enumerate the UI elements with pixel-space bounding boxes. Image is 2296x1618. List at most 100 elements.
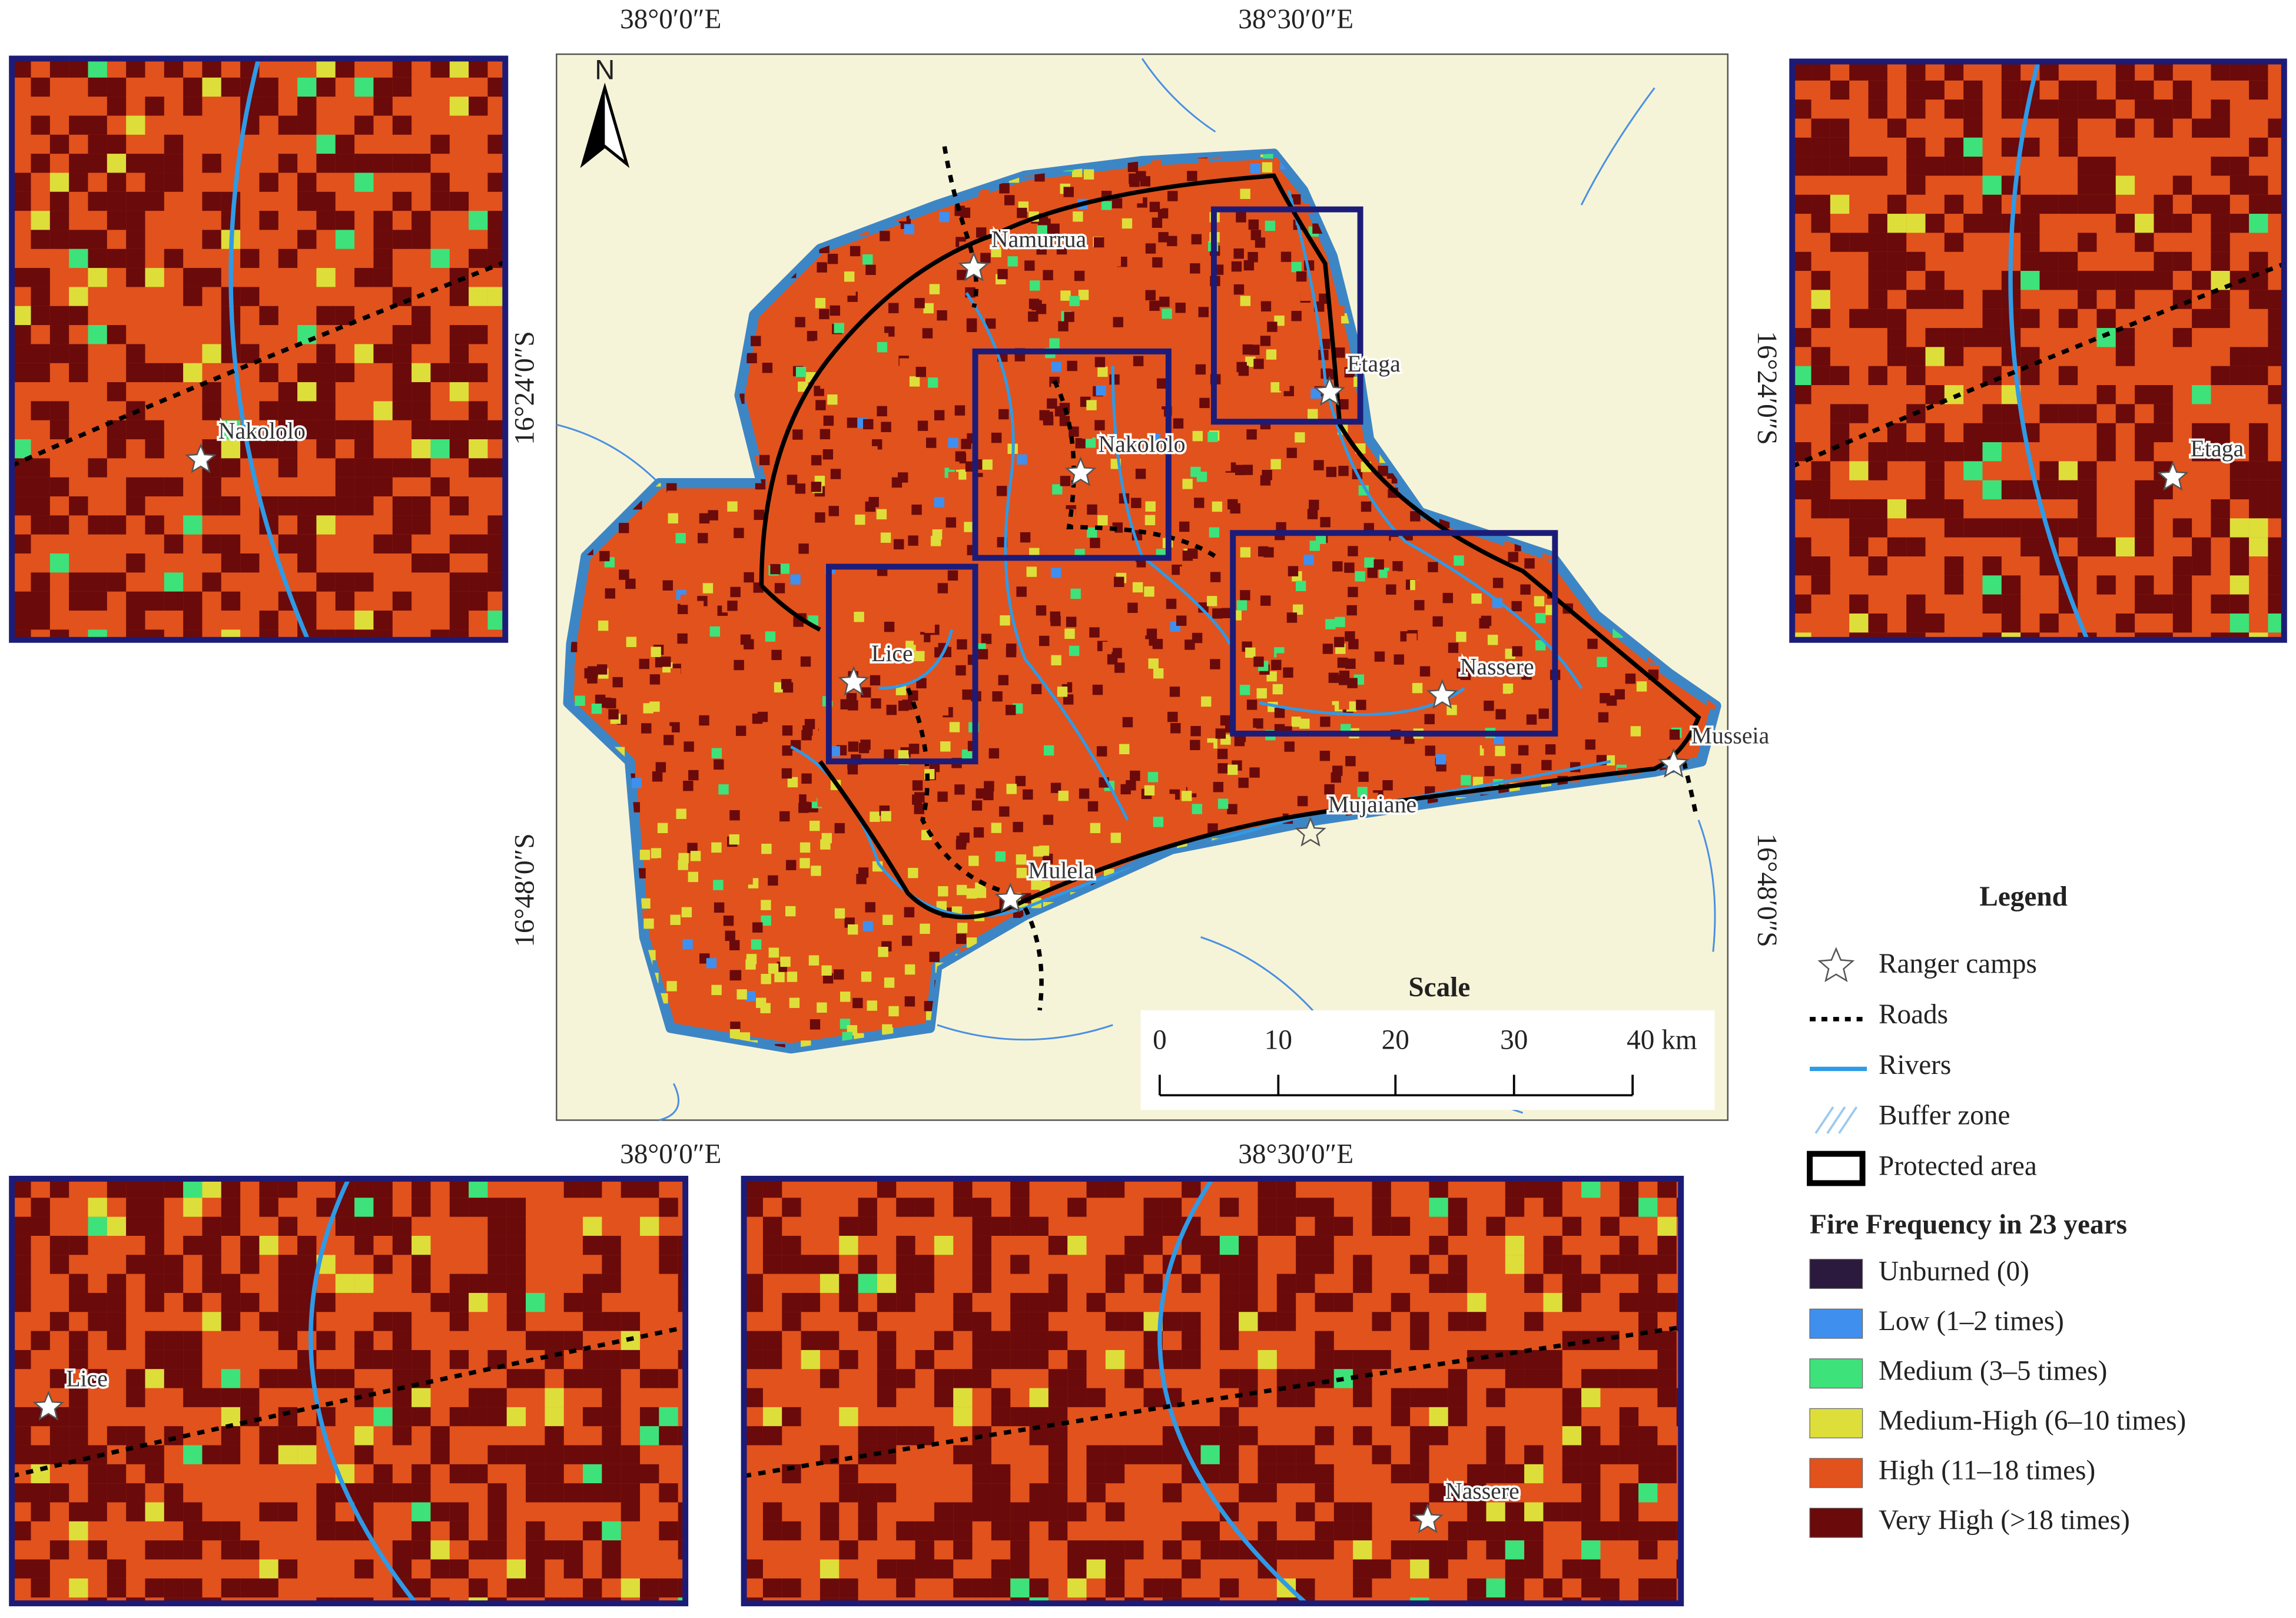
raster-cell — [1258, 1483, 1277, 1503]
raster-cell — [412, 1540, 431, 1560]
raster-cell — [1505, 1540, 1525, 1560]
raster-cell — [1410, 511, 1421, 522]
raster-cell — [12, 1521, 31, 1541]
raster-cell — [999, 183, 1010, 194]
raster-cell — [1153, 817, 1164, 827]
raster-cell — [1435, 754, 1446, 765]
raster-cell — [449, 58, 469, 78]
raster-cell — [1405, 557, 1415, 568]
star — [994, 882, 1026, 913]
raster-cell — [1212, 501, 1223, 512]
raster-cell — [183, 268, 203, 287]
raster-cell — [1276, 1578, 1296, 1598]
raster-cell — [1982, 518, 2002, 538]
raster-cell — [202, 401, 221, 420]
raster-cell — [335, 154, 355, 173]
raster-cell — [1944, 194, 1964, 214]
raster-cell — [602, 1483, 621, 1503]
raster-cell — [983, 849, 994, 860]
raster-cell — [1484, 765, 1495, 777]
raster-cell — [107, 1559, 127, 1579]
raster-cell — [430, 58, 450, 78]
raster-cell — [727, 501, 738, 512]
raster-cell — [991, 1483, 1011, 1503]
raster-cell — [780, 956, 791, 967]
raster-cell — [602, 1255, 621, 1274]
raster-cell — [2154, 251, 2173, 271]
raster-cell — [938, 886, 948, 897]
raster-cell — [861, 687, 871, 698]
raster-cell — [49, 344, 69, 363]
raster-cell — [412, 230, 431, 249]
raster-cell — [69, 1521, 88, 1541]
raster-cell — [1619, 1198, 1639, 1217]
raster-cell — [768, 947, 779, 958]
raster-cell — [984, 536, 994, 546]
raster-cell — [602, 1388, 621, 1407]
raster-cell — [1179, 770, 1189, 781]
raster-cell — [297, 1235, 317, 1255]
raster-cell — [1448, 1483, 1468, 1503]
raster-cell — [1233, 248, 1244, 259]
raster-cell — [1333, 1216, 1353, 1236]
raster-cell — [1304, 784, 1315, 795]
raster-cell — [1657, 1255, 1677, 1274]
raster-cell — [957, 923, 968, 933]
raster-cell — [164, 1331, 184, 1350]
raster-cell — [202, 1312, 221, 1331]
raster-cell — [1638, 1426, 1658, 1445]
raster-cell — [1283, 667, 1293, 678]
raster-cell — [1291, 261, 1302, 273]
raster-cell — [1811, 214, 1830, 233]
raster-cell — [782, 1407, 801, 1427]
raster-cell — [1830, 423, 1850, 443]
raster-cell — [1239, 1255, 1258, 1274]
raster-cell — [412, 1407, 431, 1427]
raster-cell — [1357, 787, 1368, 797]
raster-cell — [1448, 1407, 1468, 1427]
raster-cell — [1029, 1407, 1049, 1427]
raster-cell — [921, 530, 932, 541]
raster-cell — [1505, 1521, 1525, 1541]
raster-cell — [49, 553, 69, 573]
raster-cell — [1207, 634, 1219, 645]
raster-cell — [867, 446, 878, 457]
raster-cell — [107, 1178, 127, 1198]
raster-cell — [1906, 442, 1926, 462]
raster-cell — [800, 508, 811, 519]
raster-cell — [1250, 230, 1261, 240]
raster-cell — [745, 991, 756, 1002]
raster-cell — [316, 268, 336, 287]
inset-box — [1230, 530, 1558, 737]
raster-cell — [640, 1426, 659, 1445]
raster-cell — [259, 1178, 278, 1198]
raster-cell — [1647, 714, 1658, 725]
raster-cell — [1296, 1274, 1315, 1293]
raster-cell — [904, 224, 915, 234]
raster-cell — [1511, 764, 1521, 774]
raster-cell — [583, 1292, 602, 1312]
raster-cell — [563, 1445, 583, 1464]
raster-cell — [1296, 271, 1307, 282]
raster-cell — [2192, 118, 2211, 138]
raster-cell — [449, 344, 469, 363]
raster-cell — [1416, 649, 1426, 659]
raster-cell — [2096, 385, 2116, 404]
raster-cell — [1267, 321, 1278, 332]
raster-cell — [761, 843, 772, 854]
raster-cell — [373, 534, 393, 554]
raster-cell — [1495, 709, 1506, 720]
raster-cell — [1429, 1235, 1448, 1255]
raster-cell — [430, 248, 450, 268]
raster-cell — [449, 611, 469, 630]
raster-cell — [811, 866, 821, 876]
raster-cell — [1429, 1178, 1448, 1198]
raster-cell — [1361, 501, 1372, 512]
raster-cell — [316, 1369, 336, 1388]
raster-cell — [1657, 1331, 1677, 1350]
raster-cell — [1830, 80, 1850, 100]
raster-cell — [583, 1350, 602, 1370]
raster-cell — [88, 115, 107, 135]
raster-cell — [1543, 1178, 1562, 1198]
raster-cell — [1258, 546, 1269, 557]
